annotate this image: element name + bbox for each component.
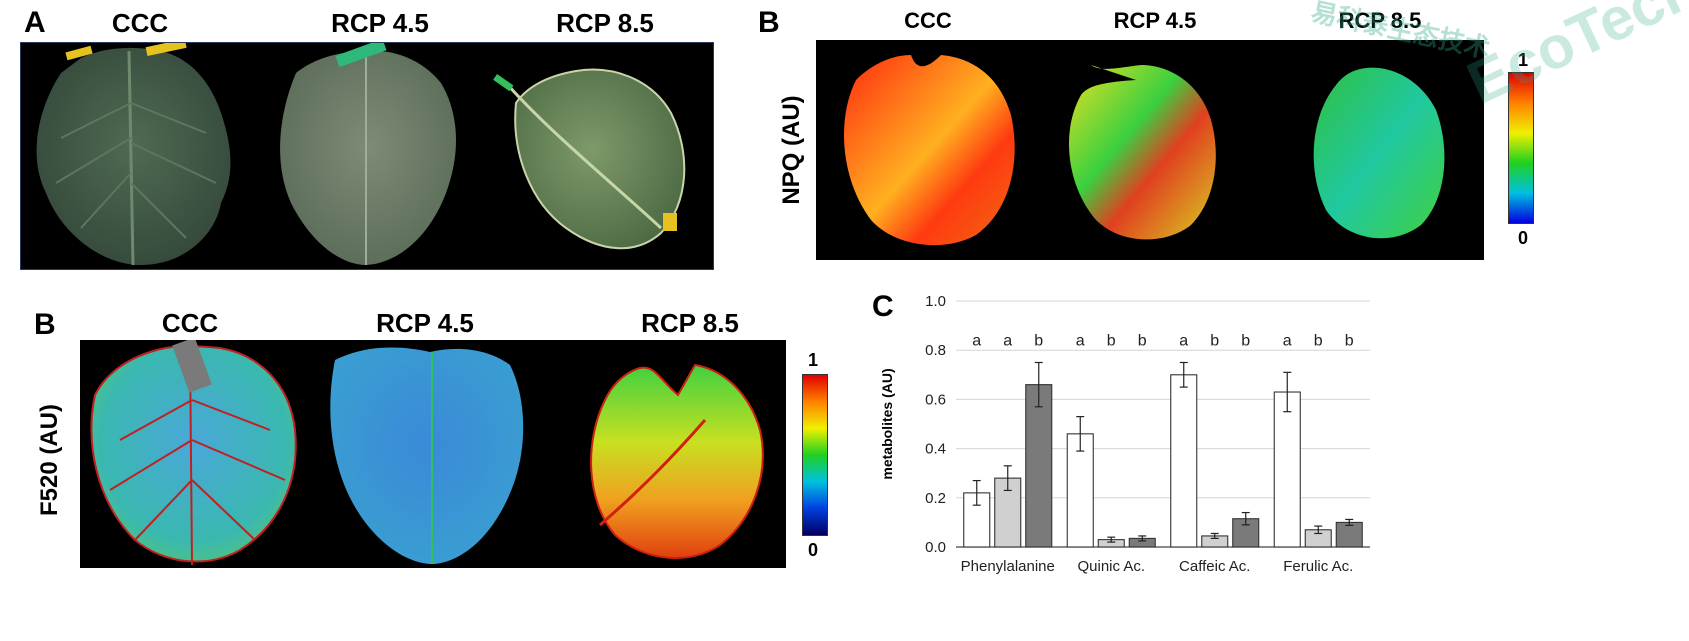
npq-colorbar-max: 1 <box>1518 50 1529 70</box>
npq-label-ccc: CCC <box>904 8 952 33</box>
leaf-photo-strip <box>20 38 714 270</box>
panel-b-f520-letter: B <box>34 308 56 341</box>
npq-leaf-ccc <box>844 55 1015 246</box>
significance-letter: b <box>1034 332 1043 349</box>
y-tick-label: 0.6 <box>925 391 946 408</box>
bar <box>1170 374 1198 548</box>
x-category-label: Caffeic Ac. <box>1179 558 1250 575</box>
y-tick-label: 0.0 <box>925 539 946 556</box>
f520-colorbar <box>802 374 828 536</box>
watermark-latin: EcoTech <box>1457 0 1689 117</box>
significance-letter: b <box>1241 332 1250 349</box>
npq-leaf-maps <box>844 55 1445 246</box>
significance-letter: b <box>1107 332 1116 349</box>
npq-colorbar-min: 0 <box>1518 228 1529 248</box>
x-category-label: Ferulic Ac. <box>1283 558 1353 575</box>
bar <box>1025 384 1053 548</box>
significance-letter: a <box>1003 332 1012 349</box>
f520-label-rcp45: RCP 4.5 <box>376 308 474 338</box>
npq-leaf-rcp45 <box>1069 65 1216 240</box>
f520-image-strip <box>80 337 786 568</box>
significance-letter: b <box>1345 332 1354 349</box>
panel-a-label-rcp85: RCP 8.5 <box>556 8 654 38</box>
npq-leaf-rcp85 <box>1313 67 1445 239</box>
f520-ylabel: F520 (AU) <box>36 403 63 517</box>
significance-letter: b <box>1138 332 1147 349</box>
f520-label-ccc: CCC <box>161 308 219 338</box>
significance-letter: b <box>1314 332 1323 349</box>
significance-letter: b <box>1210 332 1219 349</box>
y-axis-label: metabolites (AU) <box>879 368 895 479</box>
metabolites-bar-chart: 0.0 0.2 0.4 0.6 0.8 1.0 metabolites (AU) a a b Phe… <box>879 293 1370 575</box>
bar <box>1335 521 1363 548</box>
significance-letter: a <box>1283 332 1292 349</box>
f520-leaf-rcp85 <box>590 363 764 559</box>
panel-a-label-ccc: CCC <box>111 8 169 38</box>
bar <box>1273 391 1301 548</box>
y-tick-label: 0.4 <box>925 441 946 458</box>
x-category-label: Quinic Ac. <box>1077 558 1145 575</box>
bar <box>1066 433 1094 548</box>
y-tick-label: 1.0 <box>925 293 946 310</box>
f520-leaf-ccc <box>90 337 297 566</box>
npq-label-rcp45: RCP 4.5 <box>1113 8 1197 33</box>
panel-c-letter: C <box>872 290 894 323</box>
leaf-photos <box>36 38 686 266</box>
npq-label-rcp85: RCP 8.5 <box>1338 8 1422 33</box>
x-category-label: Phenylalanine <box>961 558 1055 575</box>
f520-leaf-maps <box>90 337 764 566</box>
significance-letter: a <box>1179 332 1188 349</box>
npq-image-strip <box>816 40 1484 260</box>
y-tick-label: 0.2 <box>925 490 946 507</box>
panel-a-label-rcp45: RCP 4.5 <box>331 8 429 38</box>
leaf-rcp85-photo <box>493 68 686 250</box>
leaf-rcp45-photo <box>280 38 457 266</box>
panel-b-npq-letter: B <box>758 6 780 39</box>
significance-letter: a <box>972 332 981 349</box>
y-tick-label: 0.8 <box>925 342 946 359</box>
leaf-ccc-photo <box>36 38 231 266</box>
f520-colorbar-max: 1 <box>808 350 819 370</box>
f520-label-rcp85: RCP 8.5 <box>641 308 739 338</box>
f520-colorbar-min: 0 <box>808 540 819 560</box>
f520-leaf-rcp45 <box>330 347 524 565</box>
npq-ylabel: NPQ (AU) <box>778 95 805 205</box>
significance-letter: a <box>1076 332 1085 349</box>
panel-a-letter: A <box>24 6 46 39</box>
npq-colorbar <box>1508 72 1534 224</box>
